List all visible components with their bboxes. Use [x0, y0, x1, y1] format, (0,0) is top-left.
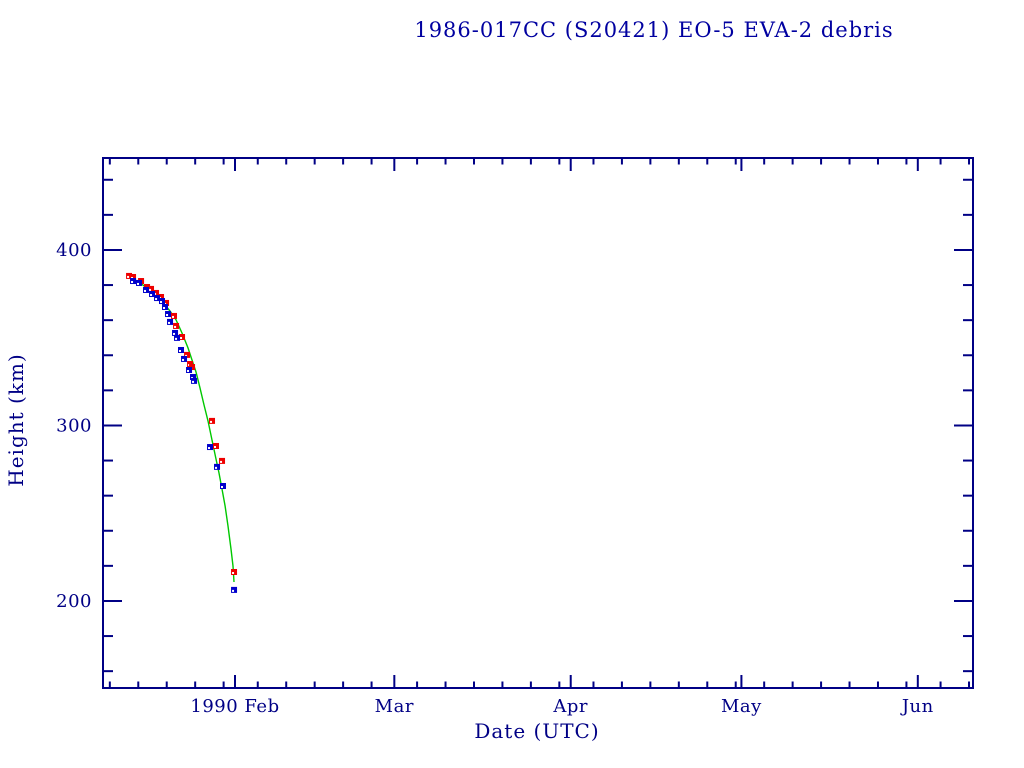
marker-inner-dot	[185, 354, 188, 357]
marker-inner-dot	[150, 294, 153, 297]
plot-frame	[102, 157, 974, 689]
marker-inner-dot	[173, 332, 176, 335]
marker-inner-dot	[215, 466, 218, 469]
marker-inner-dot	[210, 420, 213, 423]
marker-inner-dot	[175, 337, 178, 340]
marker-inner-dot	[168, 321, 171, 324]
marker-inner-dot	[144, 289, 147, 292]
marker-inner-dot	[182, 358, 185, 361]
marker-inner-dot	[163, 306, 166, 309]
marker-inner-dot	[214, 445, 217, 448]
marker-inner-dot	[155, 298, 158, 301]
y-tick-label: 300	[56, 415, 92, 436]
marker-inner-dot	[221, 486, 224, 489]
x-tick-label: Jun	[900, 696, 934, 717]
marker-inner-dot	[166, 314, 169, 317]
marker-inner-dot	[220, 460, 223, 463]
marker-inner-dot	[131, 276, 134, 279]
marker-inner-dot	[131, 281, 134, 284]
x-axis-label: Date (UTC)	[474, 719, 600, 743]
chart-title: 1986-017CC (S20421) EO-5 EVA-2 debris	[414, 18, 894, 42]
marker-inner-dot	[149, 288, 152, 291]
marker-inner-dot	[160, 301, 163, 304]
y-tick-label: 200	[56, 591, 92, 612]
marker-inner-dot	[187, 370, 190, 372]
marker-inner-dot	[137, 282, 140, 285]
marker-inner-dot	[192, 380, 195, 383]
marker-inner-dot	[172, 315, 175, 318]
y-tick-label: 400	[56, 240, 92, 261]
decay-fit-line	[129, 276, 235, 583]
marker-inner-dot	[180, 337, 183, 340]
marker-inner-dot	[232, 571, 235, 574]
marker-inner-dot	[179, 349, 182, 352]
x-tick-label: May	[721, 696, 762, 717]
marker-inner-dot	[164, 302, 167, 305]
x-tick-label: Apr	[552, 696, 588, 717]
marker-inner-dot	[174, 325, 177, 328]
x-tick-label: Mar	[375, 696, 414, 717]
x-tick-label: 1990 Feb	[190, 696, 279, 717]
marker-inner-dot	[232, 589, 235, 592]
marker-inner-dot	[208, 447, 211, 450]
marker-inner-dot	[127, 275, 130, 278]
y-axis-label: Height (km)	[4, 353, 28, 487]
